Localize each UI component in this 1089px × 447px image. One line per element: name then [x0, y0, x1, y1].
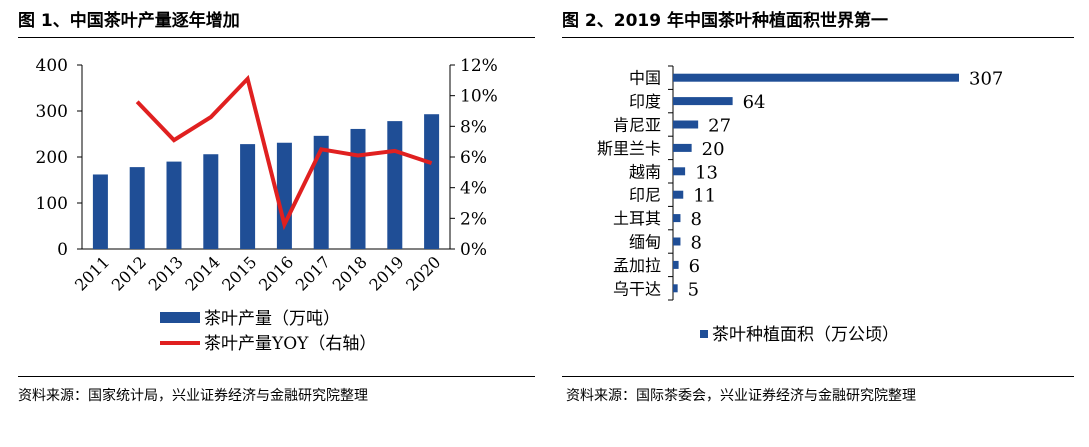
- x-tick-label: 2020: [402, 252, 444, 294]
- right-y-tick-label: 6%: [460, 148, 487, 168]
- bar: [276, 142, 292, 249]
- x-tick-label: 2017: [292, 252, 334, 294]
- data-label: 8: [690, 209, 701, 230]
- bar: [387, 121, 403, 249]
- x-tick-label: 2013: [145, 252, 187, 294]
- left-y-tick-label: 400: [36, 56, 68, 76]
- right-title-rule: [562, 37, 1074, 38]
- x-tick-label: 2014: [181, 252, 223, 294]
- bar: [424, 114, 440, 249]
- data-label: 27: [708, 116, 731, 137]
- left-source-rule: [18, 376, 535, 377]
- data-label: 13: [695, 162, 718, 183]
- right-source-rule: [562, 376, 1074, 377]
- x-tick-label: 2011: [71, 252, 113, 294]
- category-label: 印度: [629, 92, 661, 111]
- category-label: 土耳其: [613, 209, 661, 228]
- x-tick-label: 2018: [329, 252, 371, 294]
- bar: [673, 190, 684, 199]
- bar: [673, 237, 681, 246]
- bar: [203, 154, 219, 249]
- right-source-note: 资料来源：国际茶委会，兴业证券经济与金融研究院整理: [566, 388, 916, 404]
- right-y-tick-label: 12%: [460, 56, 498, 76]
- bar: [129, 167, 145, 249]
- left-y-tick-label: 0: [57, 240, 68, 260]
- bar: [673, 143, 692, 152]
- x-tick-label: 2012: [108, 252, 150, 294]
- category-label: 印尼: [629, 186, 661, 205]
- category-label: 缅甸: [629, 233, 661, 252]
- bar: [673, 73, 959, 82]
- category-label: 乌干达: [613, 279, 661, 298]
- legend-line-label: 茶叶产量YOY（右轴）: [204, 334, 376, 354]
- left-y-tick-label: 200: [36, 148, 68, 168]
- x-tick-label: 2015: [218, 252, 260, 294]
- bar: [240, 144, 256, 249]
- left-chart-title: 图 1、中国茶叶产量逐年增加: [18, 11, 240, 31]
- category-label: 孟加拉: [613, 256, 661, 275]
- x-tick-label: 2019: [365, 252, 407, 294]
- bar: [313, 135, 329, 249]
- data-label: 8: [690, 233, 701, 254]
- right-y-tick-label: 8%: [460, 117, 487, 137]
- data-label: 307: [969, 69, 1003, 90]
- right-chart-title: 图 2、2019 年中国茶叶种植面积世界第一: [562, 11, 888, 31]
- production-chart: 01002003004000%2%4%6%8%10%12%20112012201…: [36, 56, 498, 354]
- yoy-line: [135, 74, 433, 231]
- legend-bar-label: 茶叶产量（万吨）: [204, 309, 340, 329]
- left-title-rule: [18, 37, 535, 38]
- data-label: 64: [743, 92, 766, 113]
- right-y-tick-label: 0%: [460, 240, 487, 260]
- right-y-tick-label: 4%: [460, 179, 487, 199]
- left-y-tick-label: 300: [36, 102, 68, 122]
- bar: [92, 174, 108, 249]
- category-label: 中国: [629, 69, 661, 88]
- bar: [673, 260, 679, 269]
- data-label: 20: [702, 139, 725, 160]
- data-label: 5: [688, 279, 699, 300]
- data-label: 11: [693, 186, 716, 207]
- left-y-tick-label: 100: [36, 194, 68, 214]
- x-tick-label: 2016: [255, 252, 297, 294]
- bar: [673, 167, 686, 176]
- bar: [673, 97, 733, 106]
- data-label: 6: [689, 256, 700, 277]
- bar: [166, 161, 182, 249]
- bar: [350, 128, 366, 249]
- left-source-note: 资料来源：国家统计局，兴业证券经济与金融研究院整理: [18, 388, 368, 404]
- bar: [673, 214, 681, 223]
- area-chart: 中国 307 印度 64 肯尼亚 27 斯里兰卡 20 越南 13 印尼 11 土耳其 8 缅甸 8 孟加拉 6 乌…: [597, 65, 1003, 345]
- right-y-tick-label: 2%: [460, 209, 487, 229]
- bar: [673, 120, 699, 129]
- legend-bar-swatch: [160, 312, 200, 323]
- category-label: 肯尼亚: [613, 116, 661, 135]
- legend-label: 茶叶种植面积（万公顷）: [712, 325, 899, 345]
- category-label: 越南: [629, 162, 661, 181]
- category-label: 斯里兰卡: [597, 139, 661, 158]
- bar: [673, 284, 678, 293]
- legend-swatch: [700, 330, 708, 338]
- right-y-tick-label: 10%: [460, 87, 498, 107]
